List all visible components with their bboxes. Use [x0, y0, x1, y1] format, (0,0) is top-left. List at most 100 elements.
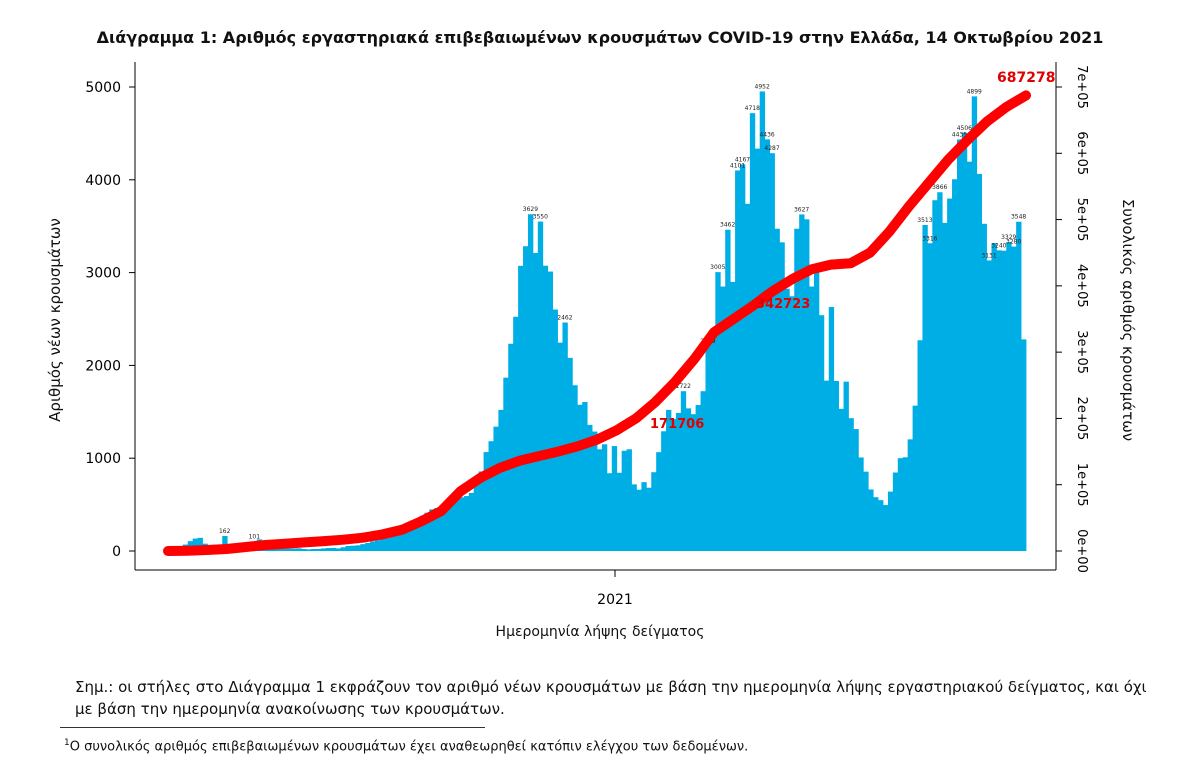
- bar: [730, 281, 736, 551]
- bar: [922, 224, 928, 552]
- bar: [518, 265, 524, 551]
- bar: [878, 500, 884, 551]
- bar: [542, 265, 549, 551]
- bar: [740, 164, 746, 552]
- bar: [641, 482, 647, 551]
- bar: [956, 139, 963, 551]
- y-tick-label: 3000: [85, 266, 121, 282]
- bar: [774, 228, 780, 551]
- bar: [335, 548, 341, 551]
- bar: [567, 357, 573, 551]
- bar: [375, 540, 381, 551]
- bar: [986, 260, 992, 551]
- bar: [828, 307, 835, 551]
- y2-tick-label: 5e+05: [1074, 198, 1089, 242]
- bar: [360, 544, 366, 551]
- y2-tick-label: 1e+05: [1074, 463, 1089, 507]
- bar: [537, 221, 544, 551]
- bar: [927, 243, 933, 551]
- bar-value-label: 3627: [794, 206, 809, 213]
- bar: [311, 548, 317, 551]
- bar: [439, 512, 445, 551]
- bar: [725, 229, 731, 552]
- bar-value-label: 4167: [735, 156, 750, 163]
- cumulative-label: 342723: [756, 297, 810, 312]
- bar: [286, 548, 292, 551]
- bar: [700, 391, 706, 551]
- cumulative-label: 171706: [650, 417, 704, 432]
- bar: [961, 132, 968, 551]
- bar: [646, 487, 652, 551]
- bar: [222, 535, 228, 551]
- bar: [690, 414, 697, 551]
- bar: [966, 161, 973, 551]
- bar: [577, 404, 583, 551]
- bar-value-label: 4952: [755, 83, 770, 90]
- bar-value-label: 4435: [952, 131, 967, 138]
- chart-canvas: 0 1000 2000 3000 4000 5000 0e+00 1e+05 2e+05 3e+0…: [85, 62, 1089, 608]
- bar: [527, 214, 534, 552]
- bar: [276, 548, 282, 551]
- footnote: 1Ο συνολικός αριθμός επιβεβαιωμένων κρου…: [64, 738, 749, 755]
- bar: [621, 450, 627, 551]
- bar-value-label: 2462: [557, 315, 572, 322]
- bar: [404, 523, 411, 551]
- y2-tick-label: 3e+05: [1074, 330, 1089, 374]
- y-axis-label-right: Συνολικός αριθμός κρουσμάτων: [1119, 198, 1137, 442]
- bar: [463, 496, 470, 551]
- bar: [562, 322, 568, 551]
- bar: [454, 494, 460, 551]
- bar: [744, 203, 751, 551]
- y2-tick-label: 2e+05: [1074, 397, 1089, 441]
- bar: [330, 547, 337, 551]
- bar: [1011, 246, 1017, 551]
- y-tick-label: 1000: [85, 451, 121, 467]
- bar: [434, 508, 440, 551]
- bar-value-label: 3513: [917, 217, 932, 224]
- bar: [449, 504, 455, 551]
- bar-value-label: 3548: [1011, 214, 1026, 221]
- bar: [429, 509, 435, 551]
- bar-value-label: 4287: [764, 145, 779, 152]
- bar: [991, 243, 997, 551]
- y-axis-label-left: Αριθμός νέων κρουσμάτων: [46, 218, 64, 422]
- bar: [848, 418, 854, 551]
- bar-value-label: 4506: [957, 125, 972, 132]
- bar: [818, 315, 825, 551]
- bar-value-label: 4718: [745, 105, 760, 112]
- bar: [883, 505, 889, 551]
- bar: [616, 472, 623, 551]
- cumulative-label: 687278: [997, 70, 1055, 86]
- bar: [389, 531, 396, 551]
- bar: [513, 316, 519, 551]
- bar: [587, 424, 593, 551]
- bar: [710, 331, 716, 551]
- bar: [823, 380, 830, 551]
- footnote-divider: [60, 727, 485, 728]
- bar: [271, 548, 277, 551]
- bar: [498, 409, 504, 551]
- y-tick-label: 2000: [85, 358, 121, 374]
- bar: [1016, 221, 1022, 551]
- bar: [192, 538, 198, 551]
- bar: [759, 91, 766, 551]
- bar-value-label: 1722: [676, 383, 691, 390]
- bar: [863, 471, 869, 551]
- bar: [547, 271, 554, 551]
- bar: [838, 408, 844, 551]
- bar: [873, 497, 879, 551]
- bar: [720, 286, 726, 551]
- bar: [868, 489, 874, 551]
- bar: [1006, 242, 1012, 551]
- bar: [902, 457, 909, 551]
- bar-value-label: 3329: [1001, 234, 1016, 241]
- bar: [409, 520, 415, 551]
- y-tick-label: 5000: [85, 80, 121, 96]
- bar: [394, 529, 401, 551]
- cumulative-line: [163, 90, 1031, 556]
- y-tick-label: 0: [112, 544, 121, 560]
- bar: [626, 449, 632, 551]
- bar: [414, 519, 420, 551]
- bar: [301, 548, 307, 551]
- bar: [779, 242, 785, 551]
